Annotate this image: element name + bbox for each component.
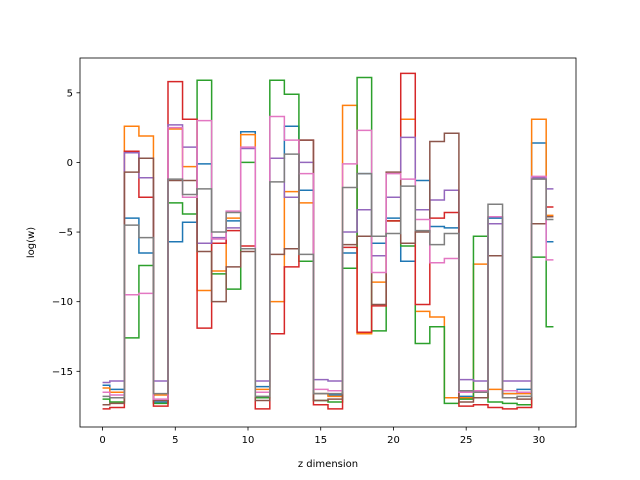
y-tick-label: 5 <box>67 88 73 99</box>
series-line-5 <box>102 124 554 384</box>
y-axis-ticks: −15 −10 −5 0 5 <box>52 88 80 378</box>
series-line-6 <box>102 132 554 406</box>
x-axis-label: z dimension <box>298 459 358 470</box>
x-axis-ticks: 0 5 10 15 20 25 30 <box>99 427 545 446</box>
series-line-7 <box>102 115 554 400</box>
x-tick-label: 0 <box>99 435 105 446</box>
x-tick-label: 20 <box>387 435 400 446</box>
y-tick-label: 0 <box>67 158 73 169</box>
x-tick-label: 30 <box>533 435 546 446</box>
y-tick-label: −5 <box>58 228 73 239</box>
series-line-4 <box>102 72 554 410</box>
series-line-8 <box>102 153 554 399</box>
series-layer <box>102 72 554 410</box>
x-tick-label: 5 <box>172 435 178 446</box>
x-tick-label: 10 <box>242 435 255 446</box>
plot-frame <box>79 57 577 428</box>
y-tick-label: −10 <box>52 297 73 308</box>
x-tick-label: 25 <box>460 435 473 446</box>
x-tick-label: 15 <box>314 435 327 446</box>
y-axis-label: log(w) <box>26 227 37 258</box>
y-tick-label: −15 <box>52 367 73 378</box>
